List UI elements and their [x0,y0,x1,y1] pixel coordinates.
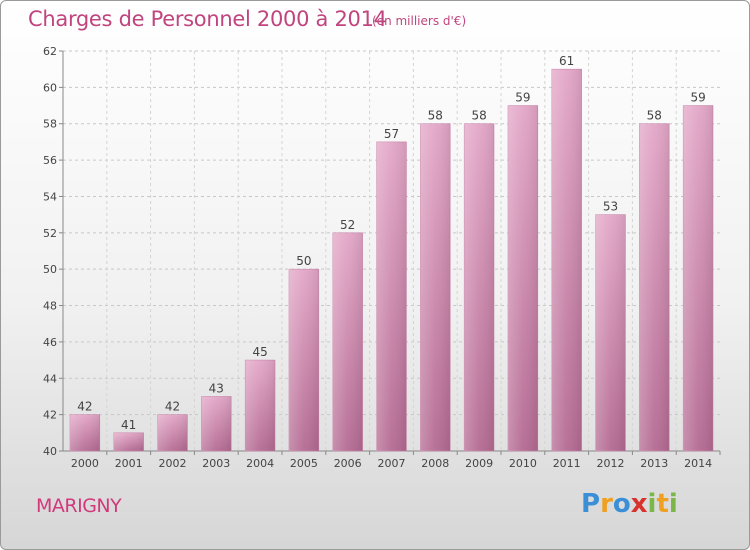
data-label: 52 [340,218,355,232]
data-label: 41 [121,418,136,432]
x-tick-label: 2010 [509,457,537,470]
data-labels: 42 2000 41 2001 42 2002 43 2003 45 2004 50 2005 52 20… [71,54,712,470]
data-label: 58 [428,109,443,123]
logo-letter: x [630,489,648,519]
bar-shine [376,141,407,451]
data-label: 61 [559,54,574,68]
data-label: 58 [647,109,662,123]
y-tick-label: 48 [43,300,57,313]
x-tick-label: 2007 [378,457,406,470]
bar-shine [245,360,275,451]
x-tick-label: 2011 [553,457,581,470]
y-tick-label: 46 [43,336,57,349]
bar-shine [595,214,626,451]
y-tick-label: 50 [43,263,57,276]
data-label: 42 [77,400,92,414]
x-tick-label: 2014 [684,457,712,470]
data-label: 58 [471,109,486,123]
bars [69,68,714,452]
chart-subtitle: (en milliers d'€) [372,14,467,28]
logo-letter: i [647,489,657,519]
bar-shine [70,414,100,451]
bar-shine [639,123,670,452]
bar-shine [332,232,363,451]
x-tick-label: 2002 [159,457,187,470]
logo-letter: i [668,489,678,519]
bar-shine [508,105,538,451]
x-tick-label: 2003 [202,457,230,470]
bar-shine [157,414,188,451]
x-tick-label: 2001 [115,457,143,470]
x-tick-label: 2008 [421,457,449,470]
data-label: 57 [384,127,399,141]
data-label: 59 [690,91,705,105]
x-tick-label: 2000 [71,457,99,470]
data-label: 59 [515,91,530,105]
bar-shine [551,69,582,451]
chart-title: Charges de Personnel 2000 à 2014 [28,7,387,31]
x-tick-label: 2006 [334,457,362,470]
x-tick-label: 2004 [246,457,274,470]
y-tick-label: 62 [43,45,57,58]
data-label: 50 [296,254,311,268]
y-tick-label: 40 [43,445,57,458]
y-tick-label: 58 [43,118,57,131]
proxiti-logo: Proxiti [581,489,678,519]
logo-letter: P [581,489,601,519]
data-label: 42 [165,400,180,414]
bar-shine [289,269,319,451]
bar-shine [683,105,713,451]
data-label: 53 [603,200,618,214]
y-tick-label: 52 [43,227,57,240]
y-tick-label: 54 [43,190,57,203]
x-tick-label: 2005 [290,457,318,470]
data-label: 45 [252,345,267,359]
bar-shine [113,432,144,451]
data-label: 43 [209,381,224,395]
bar-shine [464,123,494,452]
bar-shine [201,396,232,451]
logo-letter: r [600,489,613,519]
x-tick-label: 2012 [597,457,625,470]
bar-shine [420,123,451,452]
y-tick-label: 44 [43,372,57,385]
logo-letter: t [656,489,669,519]
y-tick-label: 60 [43,81,57,94]
y-tick-label: 56 [43,154,57,167]
x-tick-label: 2009 [465,457,493,470]
x-tick-label: 2013 [640,457,668,470]
logo-letter: o [612,489,631,519]
place-name: MARIGNY [36,495,122,517]
y-tick-label: 42 [43,409,57,422]
